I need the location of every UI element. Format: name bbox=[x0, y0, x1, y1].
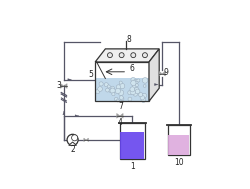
Polygon shape bbox=[68, 79, 71, 81]
Circle shape bbox=[116, 99, 119, 102]
Circle shape bbox=[119, 83, 124, 89]
Polygon shape bbox=[60, 84, 64, 88]
Circle shape bbox=[140, 95, 144, 100]
Circle shape bbox=[107, 85, 110, 88]
Circle shape bbox=[111, 93, 114, 96]
Circle shape bbox=[142, 78, 147, 83]
Circle shape bbox=[97, 87, 102, 91]
Bar bbox=[95, 78, 148, 101]
Bar bbox=[167, 125, 189, 155]
Circle shape bbox=[142, 93, 146, 98]
Bar bbox=[120, 123, 144, 160]
Polygon shape bbox=[154, 84, 158, 86]
Circle shape bbox=[130, 77, 135, 82]
Text: 4: 4 bbox=[117, 118, 122, 127]
Circle shape bbox=[119, 53, 124, 58]
Circle shape bbox=[140, 98, 145, 102]
Circle shape bbox=[107, 53, 112, 58]
Polygon shape bbox=[148, 49, 158, 101]
Circle shape bbox=[128, 97, 131, 101]
Circle shape bbox=[135, 84, 138, 87]
Circle shape bbox=[114, 97, 117, 101]
Circle shape bbox=[130, 89, 135, 95]
Circle shape bbox=[110, 88, 115, 93]
Circle shape bbox=[130, 87, 134, 92]
Text: 8: 8 bbox=[126, 35, 130, 44]
Circle shape bbox=[135, 89, 139, 94]
Circle shape bbox=[120, 97, 124, 101]
Text: 2: 2 bbox=[70, 145, 75, 154]
Circle shape bbox=[138, 92, 142, 97]
Circle shape bbox=[142, 53, 147, 58]
Circle shape bbox=[135, 79, 138, 82]
Bar bbox=[120, 132, 144, 159]
Text: 6: 6 bbox=[128, 64, 134, 73]
Circle shape bbox=[109, 89, 112, 93]
Circle shape bbox=[127, 91, 132, 95]
Circle shape bbox=[71, 135, 78, 141]
Polygon shape bbox=[162, 71, 165, 76]
Polygon shape bbox=[68, 142, 76, 145]
Polygon shape bbox=[116, 113, 119, 118]
Text: 5: 5 bbox=[88, 70, 93, 79]
Circle shape bbox=[118, 90, 123, 95]
Polygon shape bbox=[86, 138, 88, 142]
Text: 10: 10 bbox=[173, 158, 183, 167]
Circle shape bbox=[133, 79, 138, 84]
Circle shape bbox=[110, 86, 114, 90]
Circle shape bbox=[99, 82, 103, 86]
Polygon shape bbox=[84, 138, 86, 142]
Circle shape bbox=[116, 85, 120, 89]
Polygon shape bbox=[158, 71, 162, 76]
Circle shape bbox=[115, 88, 120, 94]
Text: 7: 7 bbox=[118, 102, 123, 111]
Bar bbox=[95, 62, 148, 101]
Circle shape bbox=[132, 91, 137, 96]
Circle shape bbox=[134, 87, 138, 91]
Text: 1: 1 bbox=[130, 162, 134, 171]
Circle shape bbox=[119, 81, 122, 84]
Circle shape bbox=[132, 84, 136, 88]
Circle shape bbox=[136, 79, 139, 82]
Circle shape bbox=[130, 53, 135, 58]
Polygon shape bbox=[62, 111, 65, 115]
Bar bbox=[168, 135, 188, 155]
Circle shape bbox=[140, 94, 144, 98]
Circle shape bbox=[119, 96, 123, 100]
Polygon shape bbox=[95, 49, 158, 62]
Text: 3: 3 bbox=[56, 81, 62, 90]
Text: 9: 9 bbox=[163, 68, 168, 77]
Circle shape bbox=[143, 84, 146, 87]
Polygon shape bbox=[75, 115, 78, 117]
Circle shape bbox=[95, 89, 100, 94]
Circle shape bbox=[67, 134, 78, 145]
Polygon shape bbox=[64, 84, 67, 88]
Polygon shape bbox=[120, 113, 122, 118]
Circle shape bbox=[104, 83, 108, 87]
Circle shape bbox=[105, 88, 109, 92]
Circle shape bbox=[130, 80, 136, 86]
